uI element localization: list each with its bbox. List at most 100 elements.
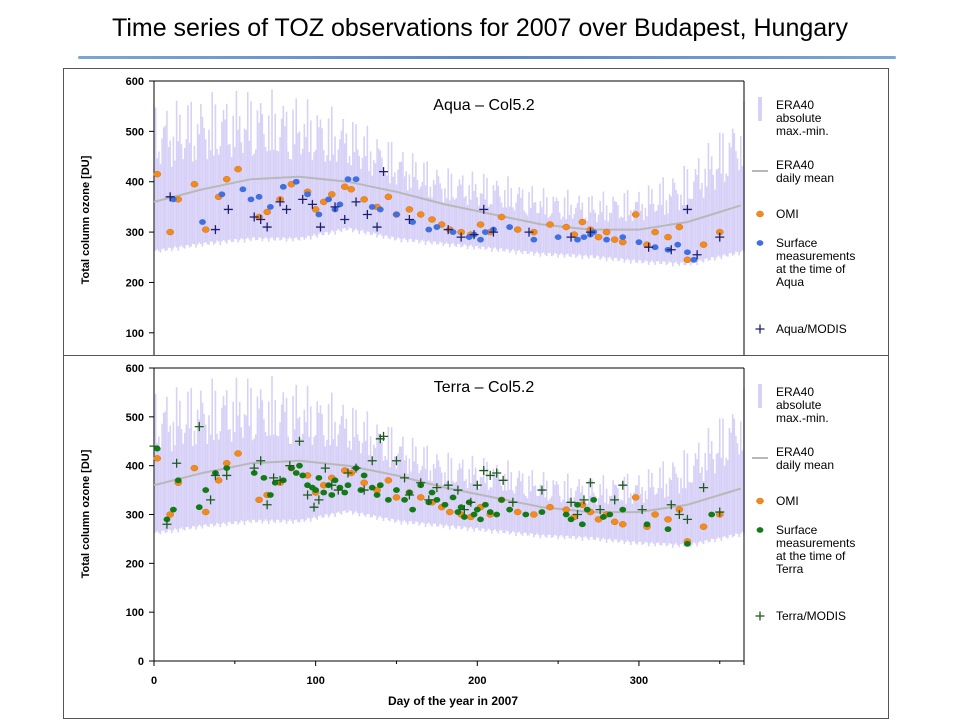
modis-point [498, 475, 508, 485]
surface-point [562, 511, 570, 518]
surface-point [296, 462, 303, 469]
y-tick-label: 100 [126, 328, 144, 340]
surface-point [304, 191, 311, 198]
legend-label: ERA40 [776, 385, 814, 399]
surface-point [279, 183, 287, 190]
surface-point [299, 472, 307, 479]
omi-point [392, 494, 401, 501]
modis-point [416, 478, 426, 488]
surface-point [433, 224, 441, 230]
legend-omi-swatch [756, 210, 764, 218]
modis-point [206, 495, 216, 505]
legend-label: Aqua/MODIS [776, 322, 847, 336]
modis-point [715, 507, 725, 517]
omi-point [153, 455, 162, 462]
slide-title: Time series of TOZ observations for 2007… [111, 14, 848, 42]
modis-point [269, 473, 279, 483]
modis-point [666, 500, 676, 510]
surface-point [619, 234, 627, 241]
surface-point [522, 511, 530, 518]
omi-point [546, 503, 554, 511]
modis-point [404, 490, 414, 500]
aqua-chart: Total column ozone [DU] Aqua – Col5.2 10… [80, 76, 855, 355]
panel-label: Terra – Col5.2 [434, 379, 535, 396]
modis-point [320, 463, 330, 473]
panel-label: Aqua – Col5.2 [433, 97, 535, 114]
omi-point [699, 523, 708, 530]
legend-surface-swatch [756, 527, 764, 533]
surface-point [684, 249, 691, 256]
series-surface [169, 176, 698, 263]
omi-point [664, 516, 672, 523]
surface-point [341, 489, 349, 496]
omi-point [222, 176, 231, 183]
omi-point [530, 511, 538, 518]
y-tick-label: 600 [126, 76, 144, 88]
y-tick-label: 300 [126, 227, 144, 239]
omi-point [476, 221, 485, 228]
surface-point [315, 474, 323, 481]
modis-point [309, 502, 319, 512]
surface-point [344, 176, 352, 183]
omi-point [201, 508, 210, 516]
modis-point [692, 250, 702, 260]
modis-point [585, 478, 595, 488]
modis-point [275, 197, 285, 207]
legend-label: absolute [776, 111, 822, 125]
y-tick-label: 600 [126, 363, 144, 375]
omi-point [360, 479, 368, 486]
omi-point [405, 206, 414, 213]
omi-point [416, 211, 425, 218]
surface-point [368, 204, 376, 210]
modis-point [256, 215, 266, 224]
omi-point [153, 170, 162, 178]
surface-point [473, 506, 481, 513]
legend-label: at the time of [776, 262, 846, 276]
modis-point [294, 436, 304, 446]
surface-point [368, 484, 376, 491]
x-tick-label: 300 [630, 675, 648, 687]
surface-point [619, 506, 627, 513]
surface-point [583, 506, 591, 513]
modis-point [443, 225, 453, 235]
terra-chart: Total column ozone [DU] Terra – Col5.2 D… [80, 363, 855, 708]
modis-point [479, 466, 489, 476]
surface-point [199, 219, 206, 225]
modis-point [674, 510, 684, 519]
legend-label: measurements [776, 536, 855, 550]
modis-point [333, 485, 343, 495]
omi-point [546, 221, 554, 228]
omi-point [190, 464, 199, 472]
surface-point [315, 211, 323, 218]
legend-label: daily mean [776, 171, 834, 185]
legend-label: ERA40 [776, 445, 814, 459]
modis-point [330, 202, 340, 212]
surface-point [202, 487, 210, 493]
legend-label: absolute [776, 398, 822, 412]
surface-point [331, 477, 339, 484]
omi-point [664, 233, 672, 241]
omi-point [562, 223, 570, 231]
surface-point [580, 234, 588, 241]
modis-point [391, 456, 401, 466]
surface-point [292, 470, 300, 476]
modis-point [256, 456, 266, 466]
surface-point [708, 511, 716, 518]
modis-point [432, 483, 442, 493]
omi-point [618, 238, 627, 246]
modis-point [165, 192, 175, 202]
surface-point [250, 470, 258, 476]
surface-point [603, 236, 611, 243]
y-tick-label: 100 [126, 607, 144, 619]
modis-point [362, 209, 372, 219]
legend-surface-swatch [756, 240, 764, 246]
modis-point [472, 480, 482, 490]
omi-point [631, 211, 640, 218]
modis-point [566, 232, 576, 242]
surface-point [195, 504, 203, 511]
modis-point [351, 463, 361, 473]
modis-point [485, 470, 495, 480]
surface-point [336, 201, 344, 208]
series-surface [153, 445, 716, 547]
surface-point [393, 211, 400, 218]
